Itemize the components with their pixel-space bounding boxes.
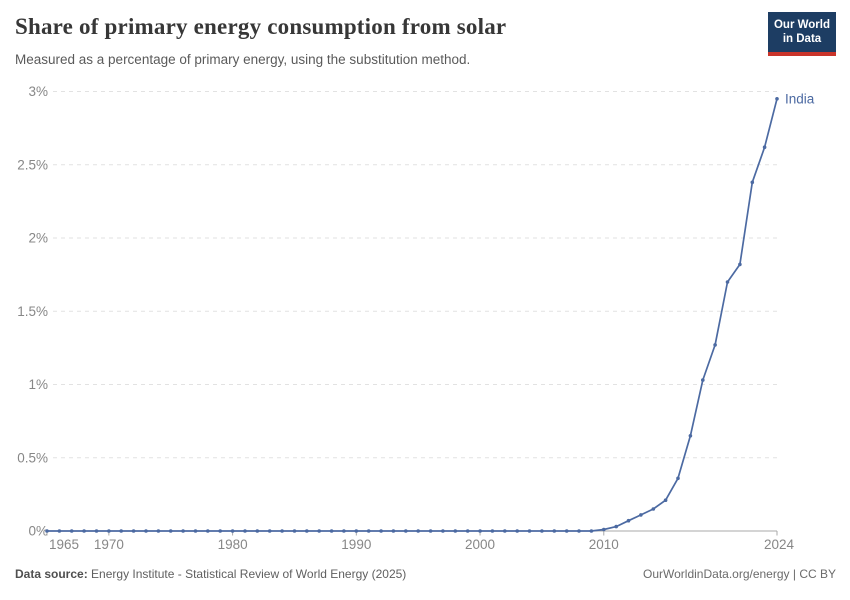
y-tick-label: 0% — [28, 524, 48, 539]
data-point[interactable] — [540, 529, 544, 533]
data-point[interactable] — [119, 529, 123, 533]
data-point[interactable] — [280, 529, 284, 533]
data-point[interactable] — [342, 529, 346, 533]
x-tick-label: 1965 — [49, 537, 79, 552]
x-tick-label: 2000 — [465, 537, 495, 552]
data-line[interactable] — [47, 98, 778, 532]
data-point[interactable] — [366, 529, 371, 533]
data-point[interactable] — [168, 529, 173, 533]
data-point[interactable] — [243, 529, 247, 533]
data-point[interactable] — [218, 529, 222, 533]
data-point[interactable] — [762, 145, 767, 149]
data-point[interactable] — [69, 529, 74, 533]
data-point[interactable] — [416, 529, 421, 533]
y-tick-label: 0.5% — [17, 450, 48, 465]
data-source-label: Data source: — [15, 567, 88, 581]
chart-title: Share of primary energy consumption from… — [15, 14, 507, 39]
data-point[interactable] — [82, 529, 86, 533]
data-point[interactable] — [527, 529, 532, 533]
y-tick-label: 2% — [28, 231, 48, 246]
data-point[interactable] — [305, 529, 309, 533]
x-tick-label: 2010 — [589, 537, 619, 552]
x-tick-label: 2024 — [764, 537, 795, 552]
data-point[interactable] — [725, 280, 730, 284]
owid-license-link[interactable]: OurWorldinData.org/energy | CC BY — [643, 567, 836, 581]
data-point[interactable] — [490, 529, 495, 533]
data-point[interactable] — [292, 529, 297, 533]
data-point[interactable] — [156, 529, 161, 533]
data-point[interactable] — [453, 529, 458, 533]
data-point[interactable] — [267, 529, 272, 533]
data-point[interactable] — [701, 378, 705, 382]
data-point[interactable] — [379, 529, 383, 533]
data-point[interactable] — [738, 262, 742, 267]
data-point[interactable] — [193, 529, 198, 533]
x-tick-label: 1980 — [218, 537, 248, 552]
x-tick-label: 1970 — [94, 537, 124, 552]
owid-logo-red-bar — [768, 51, 836, 56]
chart-footer: Data source: Energy Institute - Statisti… — [15, 567, 836, 581]
data-point[interactable] — [329, 529, 334, 533]
y-tick-label: 2.5% — [17, 157, 48, 172]
y-tick-label: 3% — [28, 84, 48, 99]
owid-logo-text: Our World in Data — [768, 12, 836, 52]
data-point[interactable] — [688, 434, 693, 438]
data-point[interactable] — [317, 529, 322, 533]
data-point[interactable] — [775, 97, 779, 101]
data-point[interactable] — [230, 529, 235, 533]
data-point[interactable] — [255, 529, 260, 533]
data-point[interactable] — [45, 529, 49, 533]
data-point[interactable] — [354, 529, 359, 533]
data-point[interactable] — [639, 513, 643, 517]
data-point[interactable] — [478, 529, 482, 533]
chart-subtitle: Measured as a percentage of primary ener… — [15, 52, 471, 67]
data-point[interactable] — [663, 498, 668, 503]
data-point[interactable] — [57, 529, 62, 533]
data-point[interactable] — [391, 529, 396, 533]
data-point[interactable] — [564, 529, 569, 533]
data-point[interactable] — [206, 529, 210, 533]
owid-logo[interactable]: Our World in Data — [768, 12, 836, 56]
data-point[interactable] — [651, 507, 656, 511]
data-point[interactable] — [181, 529, 185, 533]
data-point[interactable] — [626, 518, 631, 523]
data-point[interactable] — [713, 343, 717, 347]
data-point[interactable] — [94, 529, 99, 533]
y-tick-label: 1% — [28, 377, 48, 392]
data-point[interactable] — [428, 529, 433, 533]
data-point[interactable] — [552, 529, 557, 533]
data-point[interactable] — [676, 476, 680, 481]
data-point[interactable] — [602, 527, 606, 532]
data-point[interactable] — [503, 529, 507, 533]
x-tick-label: 1990 — [341, 537, 371, 552]
data-point[interactable] — [441, 529, 445, 533]
data-point[interactable] — [515, 529, 519, 533]
data-point[interactable] — [589, 529, 594, 533]
data-point[interactable] — [465, 529, 470, 533]
series-label-india[interactable]: India — [785, 91, 815, 106]
data-point[interactable] — [144, 529, 148, 533]
y-tick-label: 1.5% — [17, 304, 48, 319]
data-source-text: Energy Institute - Statistical Review of… — [91, 567, 407, 581]
data-source: Data source: Energy Institute - Statisti… — [15, 567, 406, 581]
data-point[interactable] — [107, 529, 111, 533]
data-point[interactable] — [614, 524, 618, 529]
data-point[interactable] — [577, 529, 581, 533]
data-point[interactable] — [404, 529, 408, 533]
data-point[interactable] — [131, 529, 136, 533]
data-point[interactable] — [750, 180, 755, 185]
